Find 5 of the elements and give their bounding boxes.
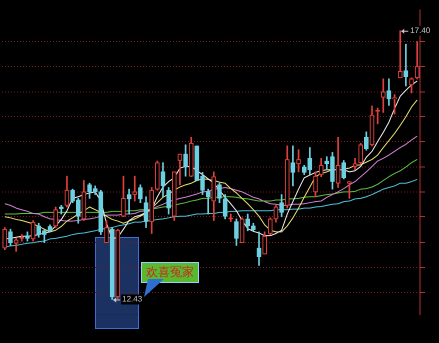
candlestick (296, 149, 301, 172)
annotation: 17.40 (410, 26, 431, 35)
candlestick (178, 154, 182, 186)
annotation: 12.43 (122, 294, 143, 304)
annotation: 欢喜冤家 (141, 262, 199, 283)
